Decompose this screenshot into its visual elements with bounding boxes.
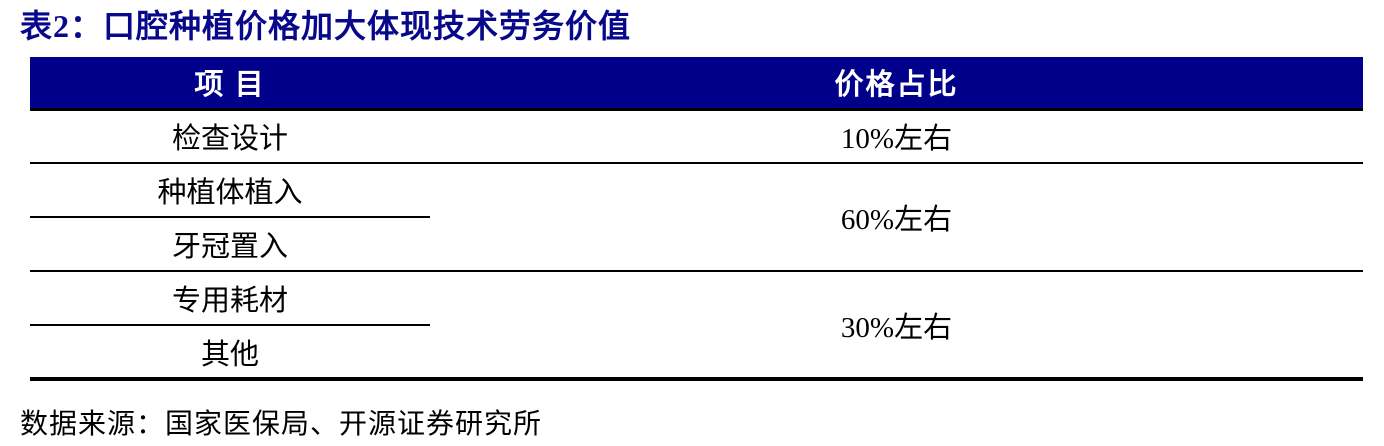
- table-row: 专用耗材 30%左右: [30, 271, 1363, 344]
- cell-item-other: 其他: [200, 338, 259, 371]
- data-source-note: 数据来源：国家医保局、开源证券研究所: [20, 409, 543, 440]
- cell-item-implant-placement: 种植体植入: [30, 163, 430, 218]
- cell-item-special-consumables: 专用耗材: [30, 271, 430, 326]
- cell-price-share-60: 60%左右: [430, 163, 1363, 272]
- table-row: 牙冠置入: [30, 217, 1363, 272]
- table-title: 表2：口腔种植价格加大体现技术劳务价值: [20, 8, 632, 44]
- table-row: 其他: [30, 325, 1363, 379]
- table-row: 检查设计 10%左右: [30, 109, 1363, 164]
- cell-item-crown-placement: 牙冠置入: [30, 217, 430, 272]
- price-table: 项 目 价格占比 检查设计 10%左右 种植体植入 60%左右 牙冠置入 专用耗…: [30, 57, 1363, 381]
- cell-price-share-30: 30%左右: [840, 311, 953, 344]
- col-header-price-share: 价格占比: [430, 57, 1363, 111]
- cell-item-inspection-design: 检查设计: [30, 109, 430, 164]
- table-row: 种植体植入 60%左右: [30, 163, 1363, 272]
- col-header-item: 项 目: [30, 57, 430, 111]
- header-row: 项 目 价格占比: [30, 57, 1363, 111]
- cell-price-share-10: 10%左右: [430, 109, 1363, 164]
